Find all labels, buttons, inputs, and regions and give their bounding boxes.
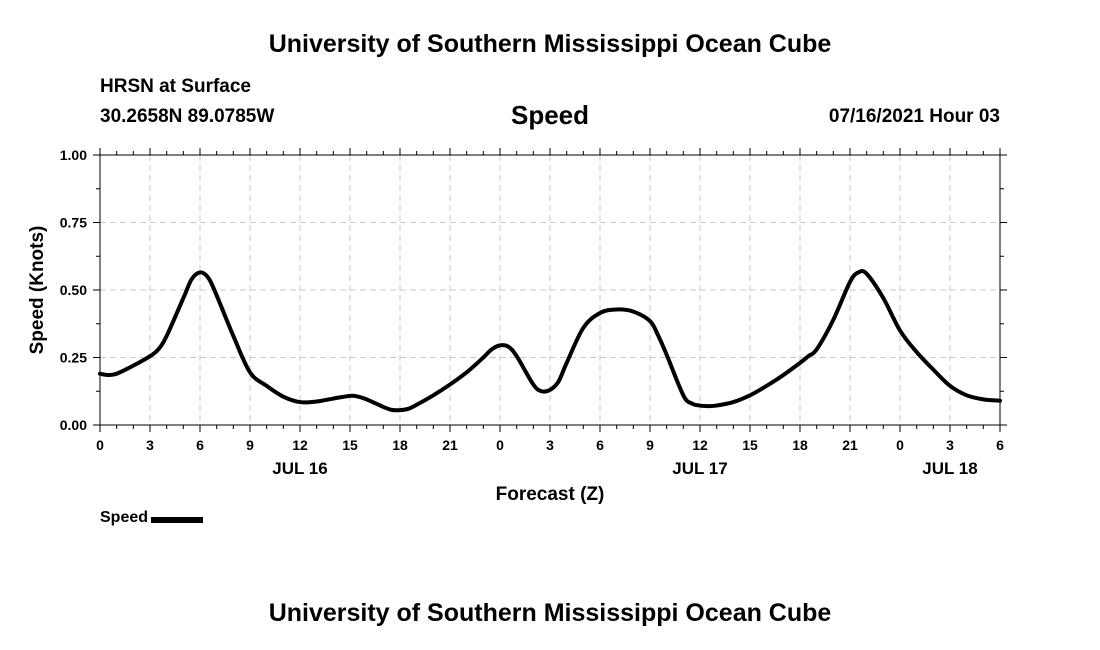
page-title: University of Southern Mississippi Ocean… — [268, 30, 832, 58]
x-tick-label: 18 — [792, 437, 808, 453]
x-tick-label: 0 — [496, 437, 504, 453]
y-tick-label: 0.25 — [60, 350, 87, 366]
x-axis-title: Forecast (Z) — [496, 484, 605, 505]
speed-series-line — [98, 269, 1002, 413]
y-tick-label: 0.00 — [60, 417, 87, 433]
date-label: JUL 18 — [922, 459, 977, 478]
y-tick-label: 1.00 — [60, 147, 87, 163]
axes — [93, 148, 1007, 432]
date-label: JUL 17 — [672, 459, 727, 478]
legend-label: Speed — [100, 509, 149, 526]
x-tick-label: 3 — [146, 437, 154, 453]
chart-title: Speed — [510, 100, 590, 130]
x-tick-label: 6 — [596, 437, 604, 453]
x-tick-label: 9 — [646, 437, 654, 453]
x-tick-label: 6 — [196, 437, 204, 453]
x-tick-label: 12 — [692, 437, 708, 453]
x-tick-label: 9 — [246, 437, 254, 453]
series-layer — [98, 269, 1002, 413]
x-tick-label: 12 — [292, 437, 308, 453]
axis-labels: 0 3 6 9 12 15 18 21 0 3 6 9 12 15 18 21 0 3 6 JUL 16 JUL 17 J… — [27, 147, 1004, 505]
grid — [100, 155, 1000, 425]
footer-title: University of Southern Mississippi Ocean… — [268, 599, 832, 627]
x-tick-label: 3 — [946, 437, 954, 453]
x-tick-label: 3 — [546, 437, 554, 453]
x-tick-label: 0 — [96, 437, 104, 453]
y-tick-label: 0.75 — [60, 215, 87, 231]
y-axis-title: Speed (Knots) — [27, 226, 48, 355]
legend: Speed — [100, 509, 204, 527]
legend-swatch — [151, 517, 204, 523]
x-tick-label: 15 — [742, 437, 758, 453]
x-tick-label: 18 — [392, 437, 408, 453]
y-tick-label: 0.50 — [60, 282, 87, 298]
station-label: HRSN at Surface — [100, 76, 251, 97]
x-tick-label: 0 — [896, 437, 904, 453]
x-tick-label: 21 — [842, 437, 858, 453]
x-tick-label: 6 — [996, 437, 1004, 453]
datetime-label: 07/16/2021 Hour 03 — [828, 106, 1000, 127]
x-tick-label: 21 — [442, 437, 458, 453]
coordinates-label: 30.2658N 89.0785W — [100, 106, 275, 127]
date-label: JUL 16 — [272, 459, 327, 478]
x-tick-label: 15 — [342, 437, 358, 453]
